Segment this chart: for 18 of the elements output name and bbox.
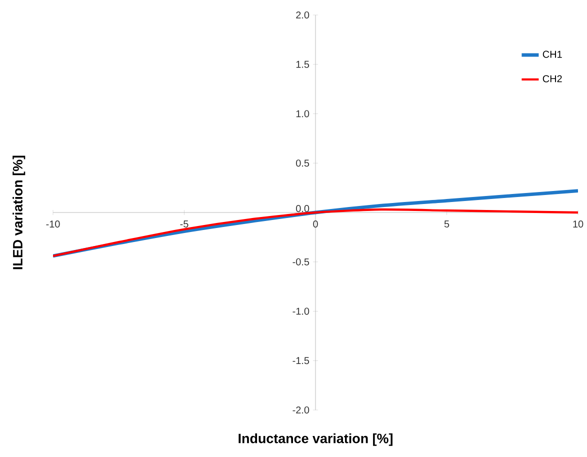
y-tick-label: 0.0 — [296, 205, 310, 212]
x-tick-label: 5 — [444, 220, 450, 228]
y-tick-label: 0.5 — [296, 160, 310, 167]
y-tick-label: -1.0 — [292, 308, 310, 315]
y-tick-label: -1.5 — [292, 357, 310, 364]
legend-label: CH2 — [542, 75, 562, 82]
y-tick-label: -2.0 — [292, 406, 310, 414]
y-axis-title: ILED variation [%] — [12, 156, 26, 270]
x-tick-label: -10 — [46, 220, 60, 228]
x-axis-title: Inductance variation [%] — [238, 433, 392, 446]
y-tick-label: 1.0 — [296, 110, 310, 118]
y-tick-label: -0.5 — [292, 258, 310, 266]
x-tick-label: 10 — [573, 220, 584, 228]
y-tick-label: 2.0 — [296, 11, 310, 19]
x-tick-label: 0 — [313, 220, 318, 228]
legend-label: CH1 — [542, 50, 562, 58]
x-tick-label: -5 — [180, 220, 188, 228]
y-tick-label: 1.5 — [296, 60, 310, 68]
